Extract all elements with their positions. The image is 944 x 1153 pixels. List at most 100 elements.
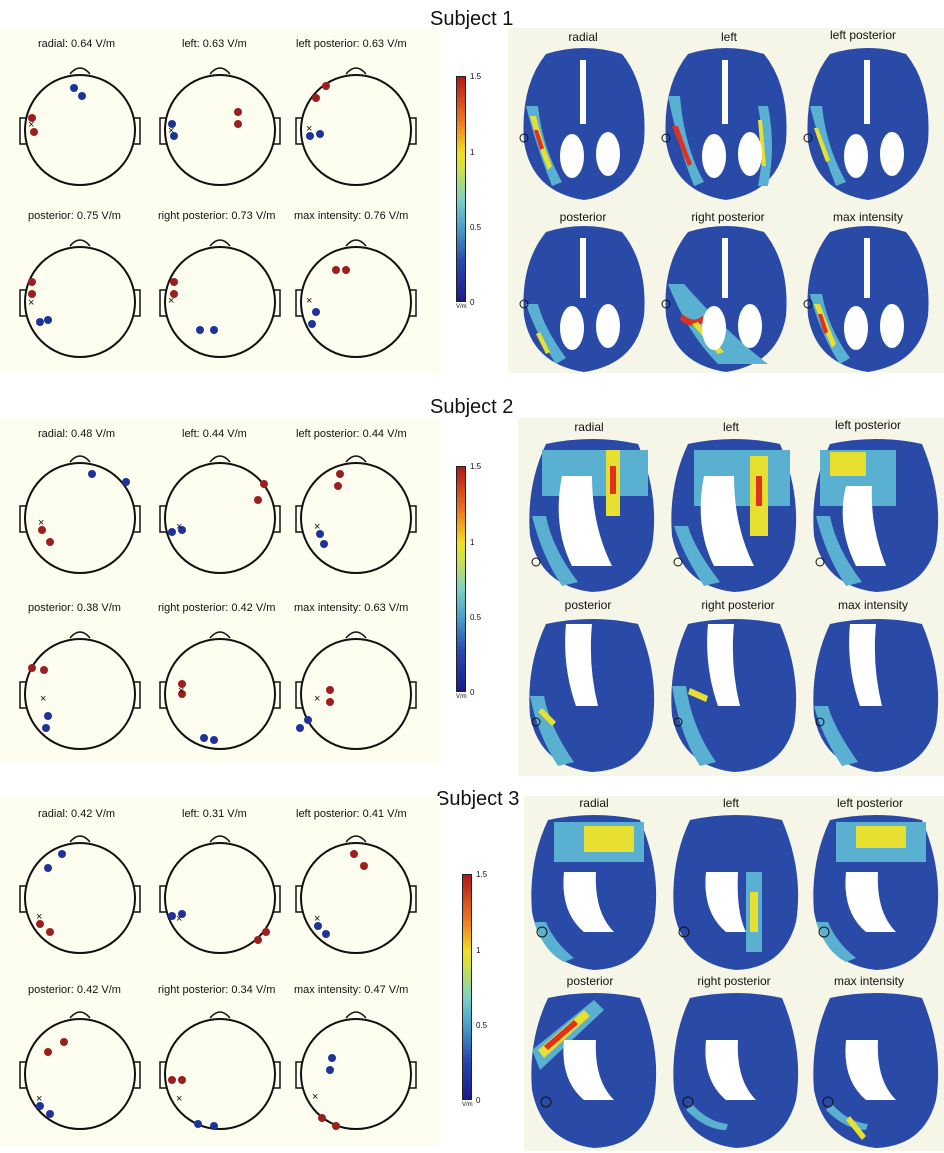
brain-title: max intensity — [814, 974, 924, 988]
brain-map — [664, 436, 804, 594]
colorbar: 1.5 1 0.5 0 V/m — [462, 874, 502, 1114]
brain-map — [664, 616, 804, 774]
head-diagram: × — [294, 624, 418, 756]
colorbar-tick: 1.5 — [470, 72, 481, 81]
svg-text:×: × — [312, 1091, 318, 1103]
head-diagram: × — [158, 624, 282, 756]
topo-label: max intensity: 0.47 V/m — [294, 984, 408, 996]
colorbar: 1.5 1 0.5 0 V/m — [456, 76, 496, 316]
brain-title: max intensity — [818, 598, 928, 612]
brain-map — [666, 990, 806, 1150]
brain-map — [524, 812, 664, 972]
head-diagram: × — [18, 1004, 142, 1136]
head-diagram: × — [158, 60, 282, 192]
brain-panel: radial left left posterior posterior rig… — [524, 796, 944, 1151]
brain-map — [806, 990, 944, 1150]
head-diagram: × — [294, 448, 418, 580]
head-diagram: × — [158, 232, 282, 364]
colorbar-tick: 0 — [476, 1096, 480, 1105]
svg-text:×: × — [314, 693, 320, 705]
colorbar-tick: 0 — [470, 688, 474, 697]
head-diagram: × — [158, 828, 282, 960]
head-diagram: × — [294, 232, 418, 364]
subject-title: Subject 3 — [436, 788, 519, 811]
brain-map — [800, 46, 936, 204]
svg-text:×: × — [40, 693, 46, 705]
topo-label: left: 0.63 V/m — [182, 38, 247, 50]
svg-text:×: × — [176, 521, 182, 533]
svg-text:×: × — [306, 123, 312, 135]
brain-map — [522, 436, 662, 594]
svg-text:×: × — [168, 295, 174, 307]
brain-title: left posterior — [810, 796, 930, 810]
head-diagram: × — [18, 60, 142, 192]
svg-text:×: × — [28, 119, 34, 131]
svg-text:×: × — [36, 1093, 42, 1105]
brain-map — [524, 990, 664, 1150]
svg-text:×: × — [178, 685, 184, 697]
colorbar-unit: V/m — [456, 304, 467, 310]
brain-panel: radial left left posterior posterior rig… — [508, 28, 944, 373]
brain-title: max intensity — [818, 210, 918, 224]
topo-label: radial: 0.48 V/m — [38, 428, 115, 440]
brain-panel: radial left left posterior posterior rig… — [518, 418, 944, 776]
svg-text:×: × — [38, 517, 44, 529]
brain-map — [522, 616, 662, 774]
brain-title: left — [694, 30, 764, 44]
colorbar-gradient — [456, 466, 466, 692]
colorbar-tick: 0.5 — [470, 223, 481, 232]
colorbar-tick: 1 — [476, 946, 480, 955]
colorbar-gradient — [462, 874, 472, 1100]
topo-label: right posterior: 0.73 V/m — [158, 210, 275, 222]
colorbar-tick: 1 — [470, 148, 474, 157]
head-diagram: × — [18, 448, 142, 580]
topo-label: posterior: 0.38 V/m — [28, 602, 121, 614]
svg-text:×: × — [28, 297, 34, 309]
colorbar-unit: V/m — [462, 1102, 473, 1108]
svg-text:×: × — [314, 521, 320, 533]
topo-label: posterior: 0.75 V/m — [28, 210, 121, 222]
brain-title: right posterior — [678, 598, 798, 612]
topo-label: max intensity: 0.76 V/m — [294, 210, 408, 222]
head-diagram: × — [294, 60, 418, 192]
subject-title: Subject 2 — [430, 396, 513, 419]
topo-panel: radial: 0.48 V/m left: 0.44 V/m left pos… — [0, 418, 440, 763]
head-diagram: × — [294, 1004, 418, 1136]
head-diagram: × — [158, 448, 282, 580]
head-diagram: × — [294, 828, 418, 960]
topo-panel: radial: 0.42 V/m left: 0.31 V/m left pos… — [0, 796, 440, 1146]
head-diagram: × — [18, 624, 142, 756]
topo-label: right posterior: 0.42 V/m — [158, 602, 275, 614]
svg-text:×: × — [176, 913, 182, 925]
topo-label: right posterior: 0.34 V/m — [158, 984, 275, 996]
brain-map — [516, 224, 652, 374]
head-diagram: × — [158, 1004, 282, 1136]
brain-title: left — [696, 420, 766, 434]
brain-map — [666, 812, 806, 972]
brain-map — [806, 616, 944, 774]
colorbar-tick: 1.5 — [470, 462, 481, 471]
colorbar-tick: 1.5 — [476, 870, 487, 879]
topo-label: left posterior: 0.63 V/m — [296, 38, 407, 50]
brain-title: right posterior — [674, 974, 794, 988]
svg-text:×: × — [306, 295, 312, 307]
svg-text:×: × — [176, 1093, 182, 1105]
topo-label: left: 0.31 V/m — [182, 808, 247, 820]
topo-label: posterior: 0.42 V/m — [28, 984, 121, 996]
brain-title: radial — [554, 420, 624, 434]
svg-text:×: × — [314, 913, 320, 925]
topo-label: left posterior: 0.41 V/m — [296, 808, 407, 820]
brain-map — [658, 224, 794, 374]
brain-map — [806, 812, 944, 972]
brain-title: left posterior — [808, 28, 918, 42]
topo-panel: radial: 0.64 V/m left: 0.63 V/m left pos… — [0, 28, 440, 373]
subject-title: Subject 1 — [430, 8, 513, 31]
head-diagram: × — [18, 828, 142, 960]
colorbar-gradient — [456, 76, 466, 302]
colorbar-unit: V/m — [456, 694, 467, 700]
brain-title: right posterior — [668, 210, 788, 224]
brain-title: posterior — [548, 210, 618, 224]
colorbar-tick: 0.5 — [476, 1021, 487, 1030]
colorbar: 1.5 1 0.5 0 V/m — [456, 466, 496, 706]
svg-text:×: × — [36, 911, 42, 923]
